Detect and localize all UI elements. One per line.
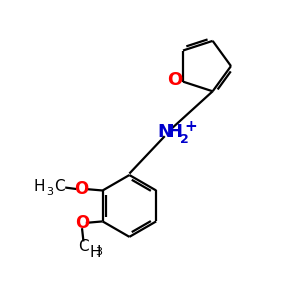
Text: C: C (78, 239, 89, 254)
Text: H: H (34, 179, 46, 194)
Text: 3: 3 (95, 247, 102, 257)
Text: 2: 2 (180, 133, 189, 146)
Text: H: H (89, 245, 101, 260)
Text: O: O (167, 71, 182, 89)
Text: N: N (157, 123, 172, 141)
Text: O: O (74, 180, 88, 198)
Text: H: H (167, 123, 182, 141)
Text: O: O (75, 214, 89, 232)
Text: 3: 3 (46, 187, 53, 197)
Text: +: + (184, 119, 197, 134)
Text: C: C (54, 179, 64, 194)
